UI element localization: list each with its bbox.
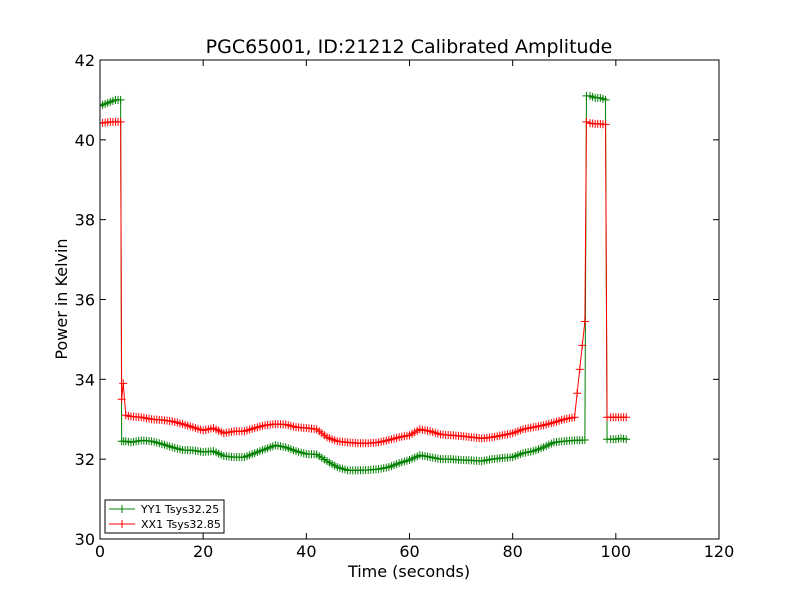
y-tick-label: 42 — [75, 51, 95, 70]
data-point-marker — [119, 379, 128, 388]
legend-marker — [118, 505, 126, 513]
data-point-marker — [116, 95, 125, 104]
data-point-marker — [580, 317, 589, 326]
x-axis-label: Time (seconds) — [347, 562, 470, 581]
chart-title: PGC65001, ID:21212 Calibrated Amplitude — [206, 36, 613, 58]
series-1 — [100, 91, 631, 475]
legend-marker — [118, 520, 126, 528]
y-tick-label: 36 — [75, 291, 95, 310]
y-tick-label: 38 — [75, 211, 95, 230]
legend-label: YY1 Tsys32.25 — [140, 503, 219, 516]
x-tick-label: 20 — [193, 542, 213, 561]
legend-box — [104, 499, 225, 534]
y-tick-label: 34 — [75, 370, 95, 389]
data-point-marker — [117, 395, 126, 404]
x-tick-label: 120 — [704, 542, 735, 561]
plot-area — [100, 91, 631, 475]
x-tick-label: 0 — [95, 542, 105, 561]
legend-entry-2: XX1 Tsys32.85 — [109, 518, 221, 531]
legend-label: XX1 Tsys32.85 — [141, 518, 221, 531]
series-2 — [100, 117, 631, 448]
legend-entry-1: YY1 Tsys32.25 — [109, 503, 219, 516]
data-point-marker — [570, 413, 579, 422]
y-tick-label: 40 — [75, 131, 95, 150]
data-point-marker — [578, 341, 587, 350]
data-point-marker — [575, 365, 584, 374]
data-point-marker — [601, 120, 610, 129]
x-tick-label: 80 — [502, 542, 522, 561]
data-point-marker — [116, 117, 125, 126]
y-tick-label: 32 — [75, 450, 95, 469]
y-tick-label: 30 — [75, 530, 95, 549]
data-point-marker — [573, 389, 582, 398]
y-axis-label: Power in Kelvin — [52, 238, 71, 359]
x-tick-label: 60 — [399, 542, 419, 561]
x-tick-label: 100 — [601, 542, 632, 561]
data-point-marker — [622, 413, 631, 422]
data-point-marker — [582, 117, 591, 126]
legend: YY1 Tsys32.25 XX1 Tsys32.85 — [104, 499, 225, 534]
axes: 0 20 40 60 80 100 120 30 32 34 36 38 40 42 — [75, 51, 735, 561]
data-point-marker — [622, 435, 631, 444]
data-point-marker — [601, 95, 610, 104]
x-tick-label: 40 — [296, 542, 316, 561]
data-point-marker — [580, 436, 589, 445]
